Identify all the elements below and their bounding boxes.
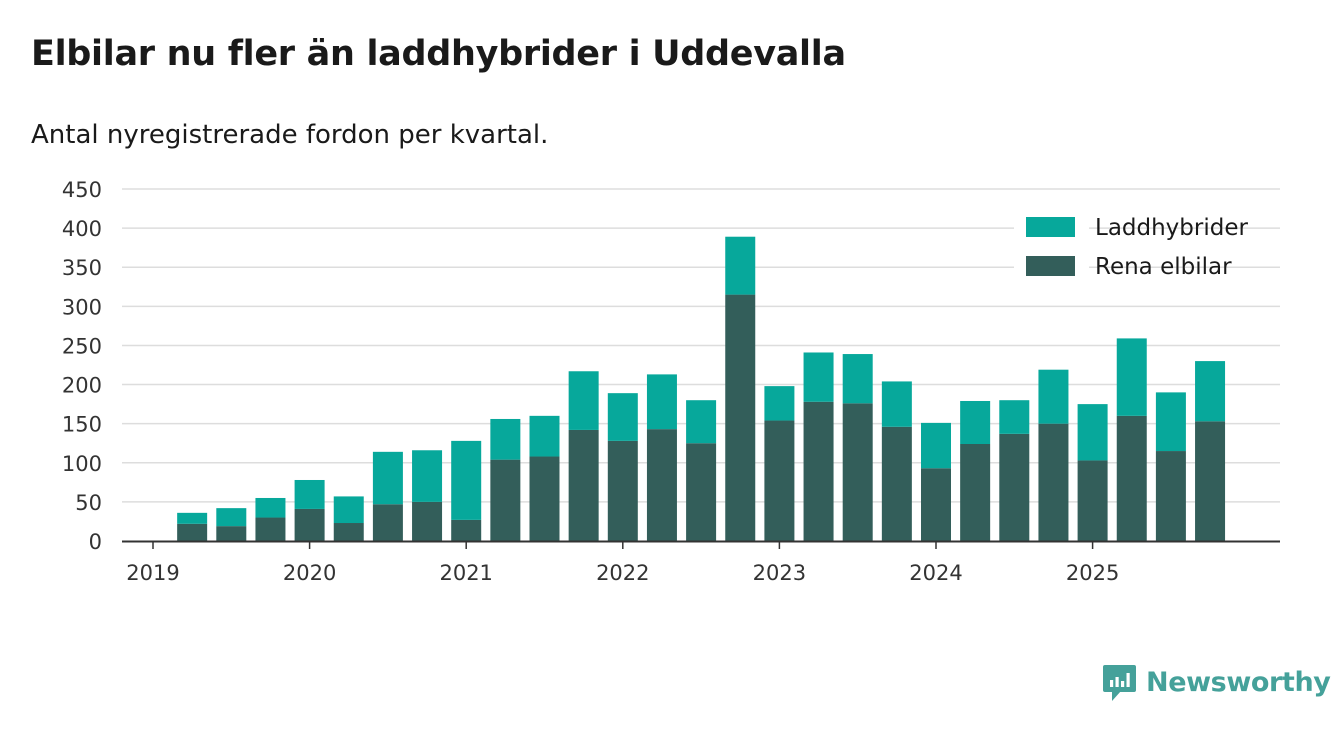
bar-rena-elbilar — [646, 429, 677, 541]
bar-laddhybrider — [646, 374, 677, 430]
chart-title: Elbilar nu fler än laddhybrider i Uddeva… — [31, 34, 846, 74]
bar-rena-elbilar — [1038, 423, 1069, 541]
bar-laddhybrider — [490, 418, 521, 460]
bar-rena-elbilar — [451, 519, 482, 541]
bar-rena-elbilar — [294, 508, 325, 541]
bar-rena-elbilar — [1195, 421, 1226, 541]
bar-laddhybrider — [177, 512, 208, 524]
legend-swatch — [1026, 217, 1075, 237]
bar-laddhybrider — [255, 497, 286, 518]
bar-laddhybrider — [686, 400, 717, 444]
bar-rena-elbilar — [803, 401, 834, 541]
bar-rena-elbilar — [881, 426, 912, 541]
x-tick-label: 2020 — [283, 561, 336, 585]
bar-rena-elbilar — [725, 294, 756, 541]
y-tick-label: 400 — [62, 217, 102, 241]
x-tick-label: 2022 — [596, 561, 649, 585]
legend-label: Rena elbilar — [1095, 254, 1232, 280]
y-tick-label: 50 — [75, 491, 102, 515]
x-tick-label: 2021 — [439, 561, 492, 585]
bar-laddhybrider — [1195, 361, 1226, 422]
bar-rena-elbilar — [999, 433, 1030, 541]
x-tick-label: 2019 — [126, 561, 179, 585]
bar-rena-elbilar — [216, 526, 247, 541]
bar-rena-elbilar — [372, 504, 403, 541]
bar-rena-elbilar — [1077, 460, 1108, 541]
bar-rena-elbilar — [490, 459, 521, 541]
bar-laddhybrider — [529, 415, 560, 457]
y-tick-label: 300 — [62, 295, 102, 319]
newsworthy-logo[interactable]: Newsworthy — [1102, 662, 1331, 702]
legend-label: Laddhybrider — [1095, 215, 1248, 241]
bar-rena-elbilar — [764, 420, 795, 541]
bar-rena-elbilar — [686, 443, 717, 541]
chart-subtitle: Antal nyregistrerade fordon per kvartal. — [31, 120, 549, 150]
y-tick-label: 350 — [62, 256, 102, 280]
bar-laddhybrider — [960, 400, 991, 445]
bar-rena-elbilar — [333, 523, 364, 541]
bar-rena-elbilar — [255, 517, 286, 541]
bar-rena-elbilar — [412, 501, 443, 541]
bar-rena-elbilar — [607, 440, 638, 541]
bar-laddhybrider — [725, 236, 756, 295]
y-tick-label: 100 — [62, 452, 102, 476]
newsworthy-icon — [1103, 665, 1136, 701]
bar-laddhybrider — [764, 386, 795, 421]
bar-laddhybrider — [803, 352, 834, 402]
y-tick-label: 150 — [62, 413, 102, 437]
y-tick-label: 450 — [62, 178, 102, 202]
bar-laddhybrider — [372, 451, 403, 505]
bar-laddhybrider — [607, 393, 638, 441]
bar-laddhybrider — [294, 479, 325, 509]
bar-laddhybrider — [881, 381, 912, 427]
legend-swatch — [1026, 256, 1075, 276]
x-tick-label: 2025 — [1066, 561, 1119, 585]
bar-rena-elbilar — [177, 523, 208, 541]
bar-rena-elbilar — [921, 468, 951, 541]
bar-rena-elbilar — [529, 456, 560, 541]
bar-laddhybrider — [568, 371, 599, 430]
brand-name: Newsworthy — [1146, 666, 1331, 698]
bar-laddhybrider — [1155, 392, 1186, 452]
bar-laddhybrider — [216, 508, 247, 527]
bar-laddhybrider — [1077, 404, 1108, 461]
bar-rena-elbilar — [568, 429, 599, 541]
y-tick-label: 0 — [89, 530, 102, 554]
bar-laddhybrider — [333, 496, 364, 524]
x-tick-label: 2023 — [753, 561, 806, 585]
bar-laddhybrider — [412, 450, 443, 502]
bar-laddhybrider — [451, 440, 482, 520]
bar-laddhybrider — [999, 400, 1030, 434]
bar-laddhybrider — [921, 422, 951, 469]
bar-rena-elbilar — [960, 444, 991, 541]
bar-laddhybrider — [842, 354, 873, 404]
bar-laddhybrider — [1116, 338, 1147, 416]
y-tick-label: 250 — [62, 334, 102, 358]
y-tick-label: 200 — [62, 374, 102, 398]
bar-laddhybrider — [1038, 369, 1069, 424]
bar-rena-elbilar — [1155, 451, 1186, 541]
bar-rena-elbilar — [1116, 415, 1147, 541]
bar-rena-elbilar — [842, 403, 873, 541]
x-tick-label: 2024 — [909, 561, 962, 585]
